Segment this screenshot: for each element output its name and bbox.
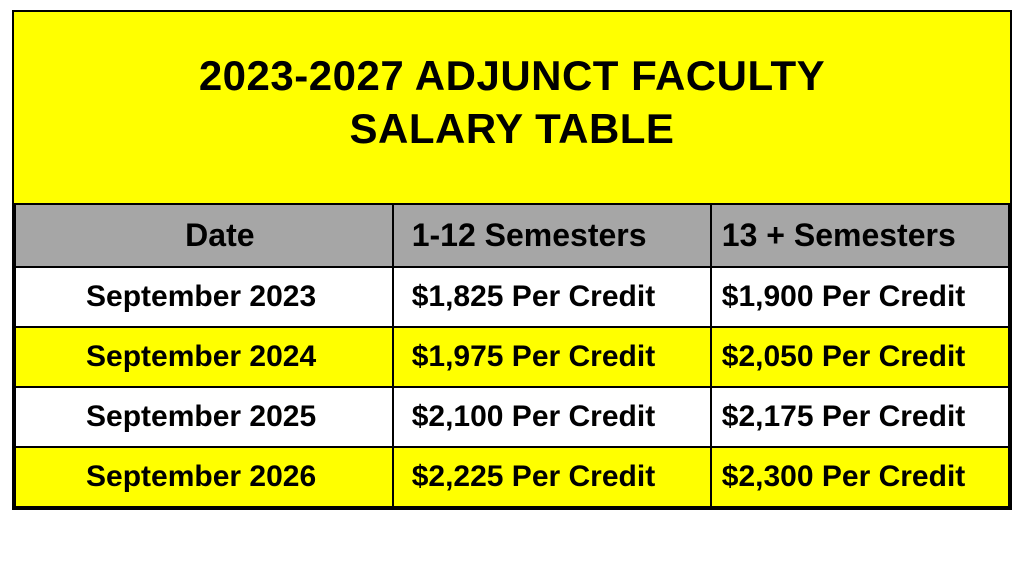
cell-tier1: $2,225 Per Credit — [393, 447, 711, 507]
col-header-tier2: 13 + Semesters — [711, 204, 1009, 267]
table-row: September 2025 $2,100 Per Credit $2,175 … — [15, 387, 1009, 447]
col-header-date: Date — [15, 204, 393, 267]
table-title: 2023-2027 ADJUNCT FACULTY SALARY TABLE — [14, 12, 1010, 203]
salary-table-container: 2023-2027 ADJUNCT FACULTY SALARY TABLE D… — [12, 10, 1012, 510]
salary-table: Date 1-12 Semesters 13 + Semesters Septe… — [14, 203, 1010, 508]
col-header-tier1: 1-12 Semesters — [393, 204, 711, 267]
cell-tier1: $2,100 Per Credit — [393, 387, 711, 447]
cell-tier2: $2,175 Per Credit — [711, 387, 1009, 447]
cell-date: September 2026 — [15, 447, 393, 507]
cell-date: September 2025 — [15, 387, 393, 447]
title-line-1: 2023-2027 ADJUNCT FACULTY — [199, 52, 825, 99]
cell-tier1: $1,825 Per Credit — [393, 267, 711, 327]
cell-tier1: $1,975 Per Credit — [393, 327, 711, 387]
table-header-row: Date 1-12 Semesters 13 + Semesters — [15, 204, 1009, 267]
cell-tier2: $1,900 Per Credit — [711, 267, 1009, 327]
cell-date: September 2023 — [15, 267, 393, 327]
title-line-2: SALARY TABLE — [350, 105, 675, 152]
table-row: September 2023 $1,825 Per Credit $1,900 … — [15, 267, 1009, 327]
table-row: September 2024 $1,975 Per Credit $2,050 … — [15, 327, 1009, 387]
cell-date: September 2024 — [15, 327, 393, 387]
cell-tier2: $2,050 Per Credit — [711, 327, 1009, 387]
cell-tier2: $2,300 Per Credit — [711, 447, 1009, 507]
table-row: September 2026 $2,225 Per Credit $2,300 … — [15, 447, 1009, 507]
